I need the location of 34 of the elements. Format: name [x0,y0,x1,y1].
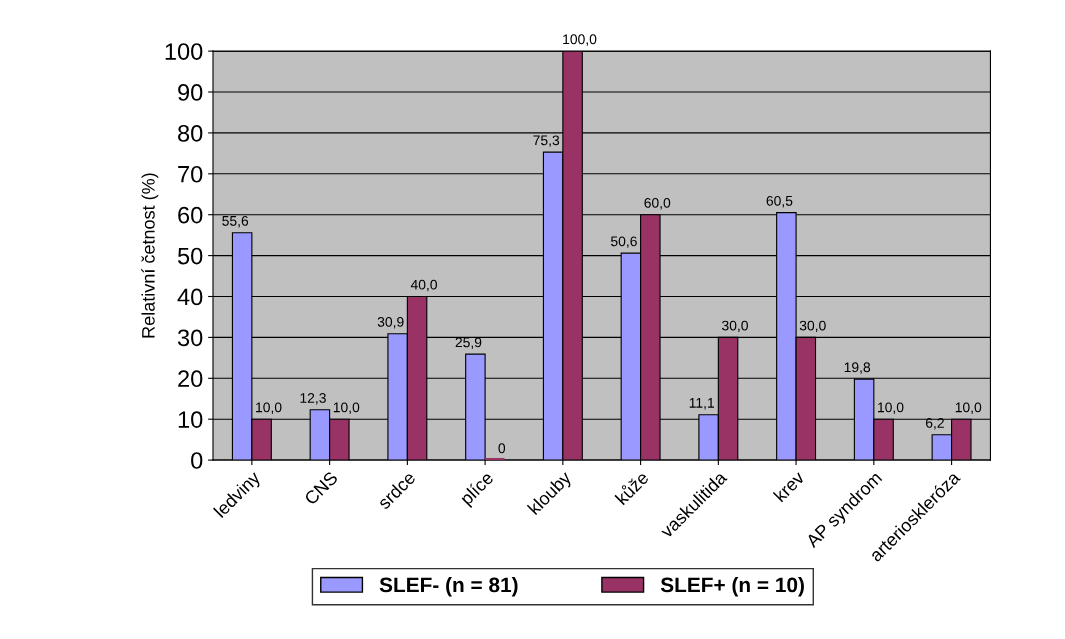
y-tick-label: 60 [178,206,203,224]
data-label: 0 [498,443,506,454]
y-tick-label: 50 [177,247,203,265]
y-tick-label: 30 [177,329,203,347]
data-label: 60,5 [766,195,793,208]
data-label: 10,0 [333,402,360,414]
y-tick-label: 40 [177,288,203,306]
y-tick-label: 90 [178,84,203,101]
data-label: 30,0 [799,320,826,333]
data-label: 10,0 [955,402,982,414]
data-label: 11,1 [689,398,715,410]
data-label: 50,6 [610,236,637,248]
legend-label: SLEF+ (n = 10) [660,576,804,597]
y-tick-label: 10 [178,411,203,428]
data-label: 40,0 [410,279,437,292]
y-tick-label: 0 [191,452,203,469]
data-label: 60,0 [644,197,671,210]
y-tick-label: 80 [178,124,203,142]
y-tick-label: 100 [165,43,203,60]
y-axis-title: Relativní četnost (%) [141,173,159,338]
data-label: 55,6 [222,215,249,228]
y-tick-label: 70 [178,165,203,183]
legend-label: SLEF- (n = 81) [379,576,518,597]
x-tick-label: krev [772,469,806,503]
data-label: 100,0 [563,34,597,46]
data-label: 6,2 [925,417,944,430]
y-tick-label: 20 [178,370,203,388]
data-label: 19,8 [844,362,871,374]
data-label: 10,0 [878,402,904,414]
data-label: 75,3 [533,135,560,147]
data-label: 30,9 [377,316,404,329]
data-label: 30,0 [722,320,748,333]
data-label: 12,3 [300,393,326,405]
data-label: 10,0 [256,402,282,414]
